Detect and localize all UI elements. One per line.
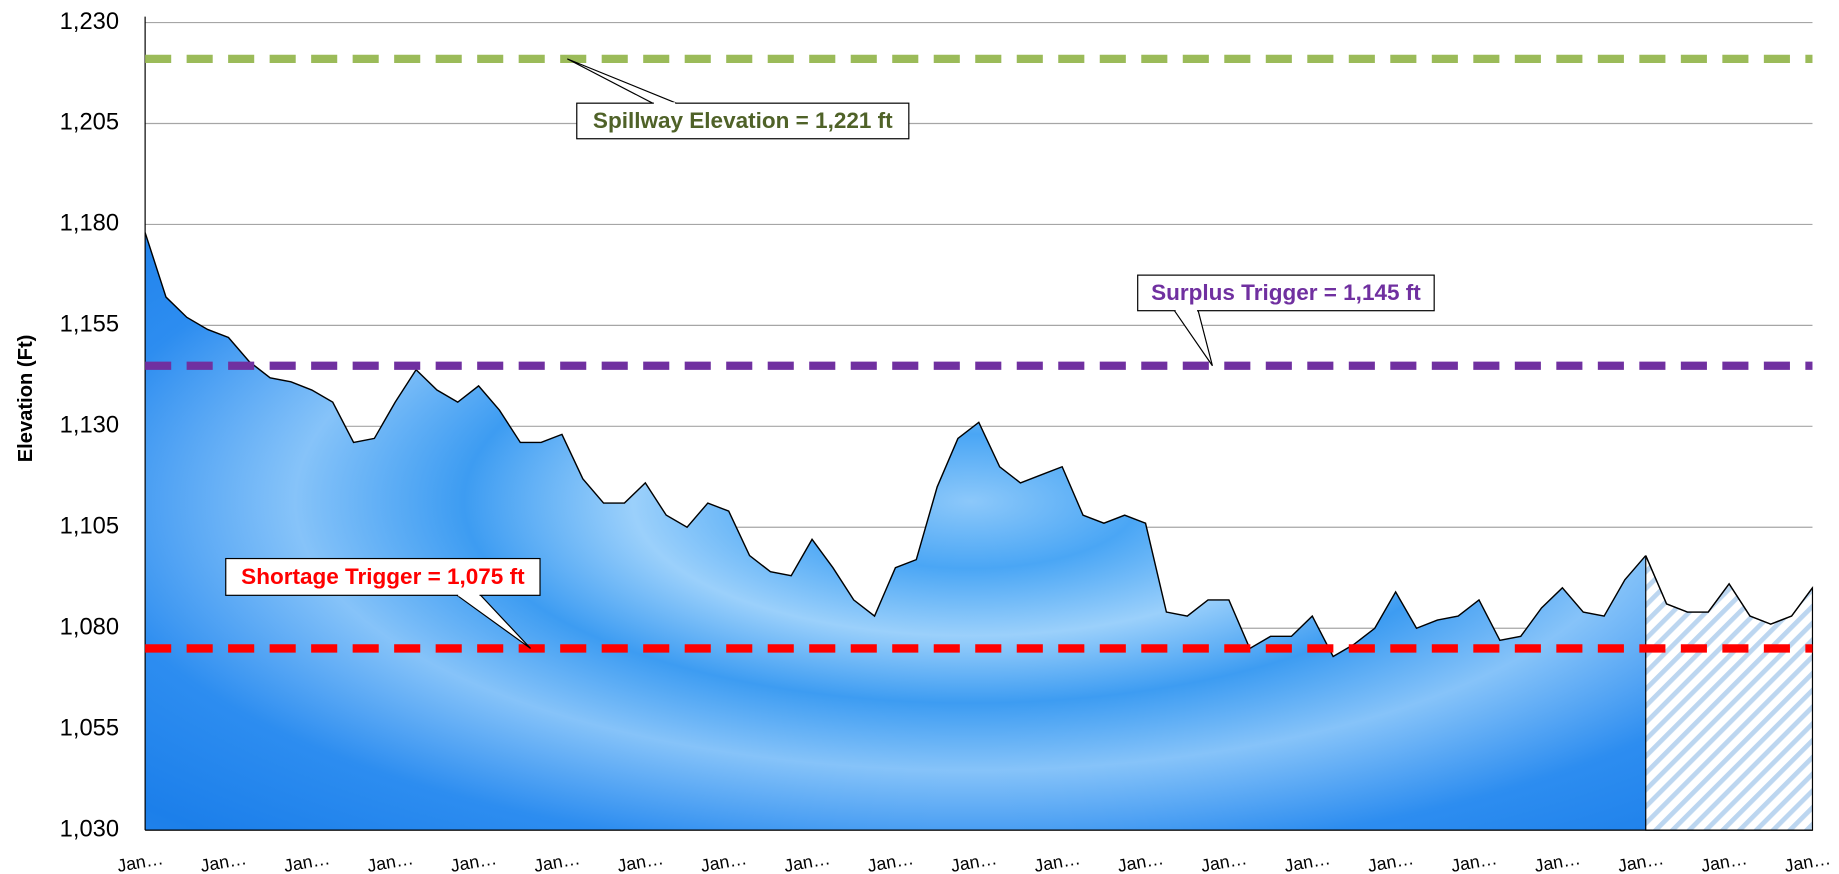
x-tick-label: Jan… — [1616, 848, 1665, 874]
y-tick-label: 1,205 — [60, 110, 119, 136]
x-tick-label: Jan… — [199, 848, 248, 874]
y-axis-label: Elevation (Ft) — [15, 335, 37, 463]
callout-pointer — [1174, 311, 1212, 366]
y-tick-label: 1,180 — [60, 211, 119, 237]
x-tick-label: Jan… — [282, 848, 331, 874]
x-tick-label: Jan… — [616, 848, 665, 874]
x-tick-label: Jan… — [116, 848, 165, 874]
x-tick-label: Jan… — [699, 848, 748, 874]
x-tick-label: Jan… — [1033, 848, 1082, 874]
area-fill — [1646, 556, 1813, 831]
y-tick-label: 1,105 — [60, 514, 119, 540]
x-tick-label: Jan… — [449, 848, 498, 874]
page: {"chart_data": { "type": "area", "y_labe… — [0, 0, 1839, 874]
y-tick-label: 1,155 — [60, 312, 119, 338]
callout-label: Spillway Elevation = 1,221 ft — [593, 108, 893, 133]
y-tick-label: 1,080 — [60, 614, 119, 640]
x-tick-label: Jan… — [866, 848, 915, 874]
callout-label: Surplus Trigger = 1,145 ft — [1151, 280, 1421, 305]
x-tick-label: Jan… — [532, 848, 581, 874]
y-tick-label: 1,130 — [60, 413, 119, 439]
x-tick-label: Jan… — [1783, 848, 1832, 874]
x-tick-label: Jan… — [1449, 848, 1498, 874]
x-tick-label: Jan… — [1283, 848, 1332, 874]
x-tick-label: Jan… — [1116, 848, 1165, 874]
area-fill — [145, 233, 1646, 831]
callout-label: Shortage Trigger = 1,075 ft — [241, 564, 525, 589]
y-tick-label: 1,030 — [60, 816, 119, 842]
x-tick-label: Jan… — [1700, 848, 1749, 874]
x-tick-label: Jan… — [782, 848, 831, 874]
y-tick-label: 1,230 — [60, 9, 119, 35]
x-tick-label: Jan… — [366, 848, 415, 874]
x-tick-label: Jan… — [1366, 848, 1415, 874]
x-tick-label: Jan… — [949, 848, 998, 874]
x-tick-label: Jan… — [1199, 848, 1248, 874]
y-tick-label: 1,055 — [60, 715, 119, 741]
x-tick-label: Jan… — [1533, 848, 1582, 874]
chart: Elevation (Ft) 1,030 1,055 1,080 1,105 1,130… — [0, 0, 1839, 874]
callout-pointer — [567, 59, 676, 103]
